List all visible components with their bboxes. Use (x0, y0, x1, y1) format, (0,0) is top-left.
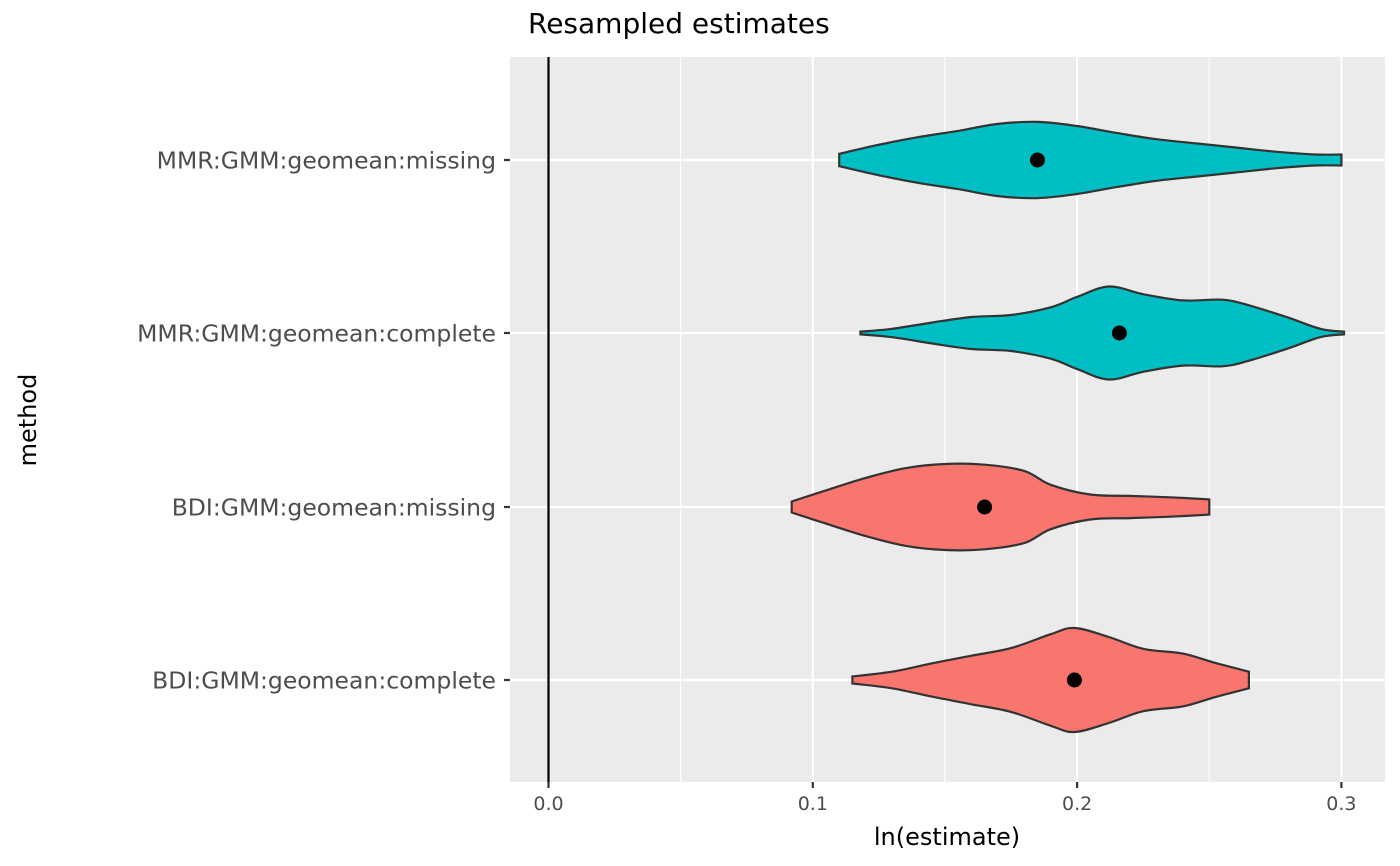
y-tick-label: BDI:GMM:geomean:complete (152, 667, 496, 695)
median-point-bdi-gmm-geomean-missing (977, 499, 993, 515)
y-axis-title: method (14, 374, 42, 467)
median-point-mmr-gmm-geomean-complete (1111, 325, 1127, 341)
violins (790, 120, 1346, 734)
y-tick-label: MMR:GMM:geomean:missing (157, 147, 496, 175)
x-tick-label: 0.3 (1326, 793, 1356, 815)
y-tick-label: BDI:GMM:geomean:missing (172, 494, 496, 522)
y-tick-label: MMR:GMM:geomean:complete (137, 320, 496, 348)
x-axis-title: ln(estimate) (874, 823, 1020, 851)
y-axis: MMR:GMM:geomean:missing MMR:GMM:geomean:c… (137, 147, 510, 695)
x-tick-label: 0.1 (798, 793, 828, 815)
median-points (977, 152, 1127, 688)
x-tick-label: 0.2 (1062, 793, 1092, 815)
chart-title: Resampled estimates (528, 7, 830, 40)
violin-bdi-gmm-geomean-missing (790, 462, 1211, 552)
violin-mmr-gmm-geomean-complete (859, 285, 1346, 381)
x-tick-label: 0.0 (533, 793, 563, 815)
x-axis: 0.0 0.1 0.2 0.3 (533, 782, 1357, 815)
median-point-bdi-gmm-geomean-complete (1066, 672, 1082, 688)
violin-mmr-gmm-geomean-missing (838, 120, 1343, 200)
median-point-mmr-gmm-geomean-missing (1029, 152, 1045, 168)
violin-bdi-gmm-geomean-complete (851, 626, 1250, 734)
